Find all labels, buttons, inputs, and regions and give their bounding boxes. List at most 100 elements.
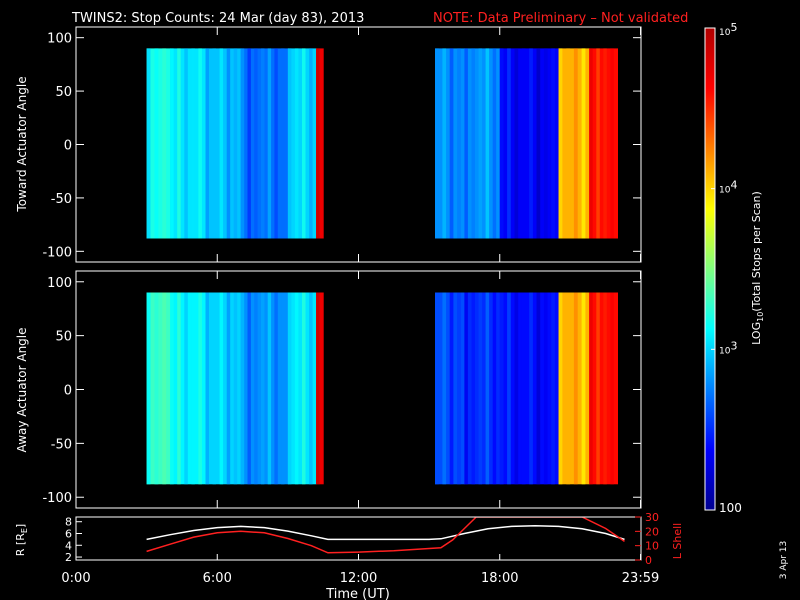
y-tick-label: 50 bbox=[55, 330, 72, 345]
heatmap-stripe bbox=[478, 292, 483, 485]
heatmap-stripe bbox=[212, 48, 216, 239]
heatmap-stripe bbox=[294, 292, 299, 485]
heatmap-stripe bbox=[566, 292, 571, 485]
heatmap-stripe bbox=[281, 292, 285, 485]
heatmap-stripe bbox=[610, 292, 614, 485]
heatmap-stripe bbox=[219, 48, 224, 239]
heatmap-stripe bbox=[240, 292, 245, 485]
heatmap-cell bbox=[146, 48, 171, 239]
time-xlabel: Time (UT) bbox=[325, 587, 390, 600]
time-tick-label: 23:59 bbox=[622, 571, 659, 586]
heatmap-stripe bbox=[247, 48, 251, 239]
heatmap-stripe bbox=[558, 48, 563, 239]
heatmap-stripe bbox=[492, 292, 497, 485]
radius-tick-label: 8 bbox=[65, 516, 72, 529]
radius-line bbox=[146, 525, 625, 541]
heatmap-stripe bbox=[589, 292, 593, 485]
heatmap-stripe bbox=[287, 48, 292, 239]
radius-tick-label: 2 bbox=[65, 551, 72, 564]
heatmap-stripe bbox=[170, 292, 174, 485]
heatmap-stripe bbox=[529, 48, 533, 239]
heatmap-stripe bbox=[191, 292, 195, 485]
y-tick-label: 100 bbox=[47, 276, 72, 291]
heatmap-stripe bbox=[464, 292, 468, 485]
heatmap-stripe bbox=[457, 292, 461, 485]
lshell-tick-label: 10 bbox=[645, 540, 659, 553]
heatmap-stripe bbox=[449, 48, 454, 239]
heatmap-cell bbox=[316, 292, 324, 485]
colorbar-label: LOG10(Total Stops per Scan) bbox=[750, 191, 765, 345]
heatmap-stripe bbox=[191, 48, 195, 239]
heatmap-stripe bbox=[309, 292, 313, 485]
heatmap-stripe bbox=[536, 292, 541, 485]
heatmap-stripe bbox=[573, 48, 578, 239]
heatmap-stripe bbox=[603, 48, 607, 239]
heatmap-stripe bbox=[435, 48, 439, 239]
heatmap-stripe bbox=[589, 48, 593, 239]
heatmap-stripe bbox=[198, 48, 202, 239]
heatmap-stripe bbox=[449, 292, 454, 485]
heatmap-stripe bbox=[302, 292, 306, 485]
y-tick-label: -100 bbox=[42, 245, 72, 260]
heatmap-stripe bbox=[247, 292, 251, 485]
heatmap-stripe bbox=[485, 292, 490, 485]
heatmap-stripe bbox=[309, 48, 313, 239]
heatmap-cell bbox=[316, 48, 324, 239]
colorbar-tick-label: 104 bbox=[719, 179, 737, 196]
heatmap-stripe bbox=[536, 48, 541, 239]
colorbar-tick-label: 105 bbox=[719, 21, 737, 38]
y-tick-label: 0 bbox=[64, 384, 72, 399]
y-tick-label: -50 bbox=[51, 437, 72, 452]
heatmap-stripe bbox=[478, 48, 483, 239]
lshell-line bbox=[146, 517, 625, 554]
heatmap-stripe bbox=[596, 48, 600, 239]
heatmap-stripe bbox=[610, 48, 614, 239]
heatmap-stripe bbox=[287, 292, 292, 485]
colorbar: 105 104 103 100 bbox=[704, 21, 742, 515]
heatmap-stripe bbox=[226, 48, 231, 239]
heatmap-stripe bbox=[573, 292, 578, 485]
lshell-tick-label: 30 bbox=[645, 511, 659, 524]
y-tick-label: -50 bbox=[51, 192, 72, 207]
heatmap-stripe bbox=[170, 48, 174, 239]
heatmap-stripe bbox=[507, 48, 511, 239]
heatmap-stripe bbox=[442, 48, 447, 239]
heatmap-stripe bbox=[316, 48, 320, 239]
heatmap-stripe bbox=[154, 48, 159, 239]
heatmap-stripe bbox=[254, 48, 258, 239]
heatmap-stripe bbox=[551, 48, 555, 239]
heatmap-stripe bbox=[274, 48, 278, 239]
heatmap-stripe bbox=[254, 292, 258, 485]
heatmap-stripe bbox=[302, 48, 306, 239]
heatmap-stripe bbox=[154, 292, 159, 485]
date-stamp: 3 Apr 13 bbox=[779, 541, 789, 579]
time-tick-label: 0:00 bbox=[61, 571, 90, 586]
colorbar-tick-label: 103 bbox=[719, 339, 737, 356]
heatmap-stripe bbox=[558, 292, 563, 485]
y-tick-label: 0 bbox=[64, 139, 72, 154]
heatmap-stripe bbox=[146, 48, 151, 239]
orbit-series-group bbox=[146, 517, 625, 554]
heatmap-stripe bbox=[205, 292, 209, 485]
radius-ylabel: R [RE] bbox=[14, 524, 29, 556]
heatmap-stripe bbox=[184, 48, 188, 239]
lshell-tick-label: 0 bbox=[645, 554, 652, 567]
time-tick-label: 18:00 bbox=[481, 571, 518, 586]
y-tick-label: -100 bbox=[42, 491, 72, 506]
heatmap-stripe bbox=[281, 48, 285, 239]
heatmap-stripe bbox=[233, 48, 238, 239]
heatmap-stripe bbox=[267, 292, 272, 485]
heatmap-stripe bbox=[233, 292, 238, 485]
preliminary-note: NOTE: Data Preliminary – Not validated bbox=[433, 11, 688, 26]
away-angle-panel: 100 50 0 -50 -100 bbox=[42, 270, 642, 509]
heatmap-cell bbox=[146, 292, 171, 485]
time-tick-label: 6:00 bbox=[203, 571, 232, 586]
heatmap-stripe bbox=[177, 48, 181, 239]
heatmap-stripe bbox=[581, 48, 586, 239]
heatmap-stripe bbox=[457, 48, 461, 239]
heatmap-stripe bbox=[514, 48, 519, 239]
time-tick-label: 12:00 bbox=[340, 571, 377, 586]
orbit-frame bbox=[75, 516, 642, 561]
